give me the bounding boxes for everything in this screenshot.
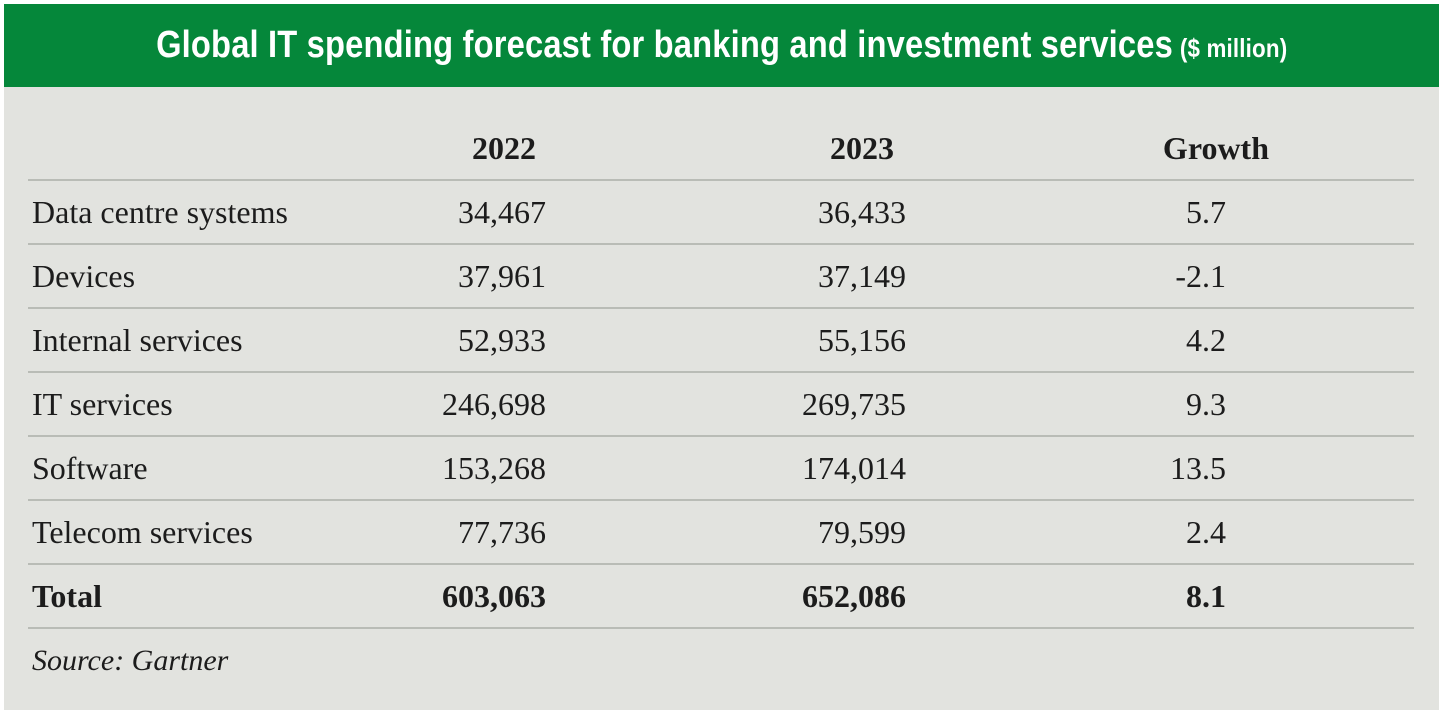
table-row: Telecom services 77,736 79,599 2.4 [28,501,1414,565]
value-2022: 77,736 [458,514,546,550]
value-growth: 5.7 [1186,194,1226,230]
value-2022: 153,268 [442,450,546,486]
total-2022: 603,063 [442,578,546,614]
value-growth: 2.4 [1186,514,1226,550]
infographic-card: Global IT spending forecast for banking … [4,4,1439,710]
row-label: Software [32,450,148,486]
table-row: Software 153,268 174,014 13.5 [28,437,1414,501]
total-2023: 652,086 [802,578,906,614]
value-2022: 37,961 [458,258,546,294]
row-label: Data centre systems [32,194,288,230]
spending-table: 2022 2023 Growth Data centre systems 34,… [28,117,1414,629]
value-2023: 37,149 [818,258,906,294]
total-growth: 8.1 [1186,578,1226,614]
source-note: Source: Gartner [32,644,229,677]
table-row: Internal services 52,933 55,156 4.2 [28,309,1414,373]
value-2023: 55,156 [818,322,906,358]
column-header-2023: 2023 [830,130,894,166]
title-banner: Global IT spending forecast for banking … [4,4,1439,87]
title-unit: ($ million) [1179,33,1288,63]
title: Global IT spending forecast for banking … [156,24,1287,67]
table-row: Devices 37,961 37,149 -2.1 [28,245,1414,309]
row-label: Internal services [32,322,243,358]
value-growth: -2.1 [1175,258,1226,294]
value-growth: 4.2 [1186,322,1226,358]
table-header-row: 2022 2023 Growth [28,117,1414,181]
column-header-2022: 2022 [472,130,536,166]
column-header-growth: Growth [1162,130,1269,166]
value-growth: 9.3 [1186,386,1226,422]
value-2022: 34,467 [458,194,546,230]
value-growth: 13.5 [1170,450,1226,486]
value-2023: 174,014 [802,450,906,486]
table-row: Data centre systems 34,467 36,433 5.7 [28,181,1414,245]
value-2023: 79,599 [818,514,906,550]
row-label: IT services [32,386,173,422]
value-2023: 269,735 [802,386,906,422]
value-2022: 246,698 [442,386,546,422]
title-text: Global IT spending forecast for banking … [155,24,1173,66]
table-row: IT services 246,698 269,735 9.3 [28,373,1414,437]
value-2023: 36,433 [818,194,906,230]
total-label: Total [32,578,102,614]
row-label: Telecom services [32,514,253,550]
total-row: Total 603,063 652,086 8.1 [28,565,1414,629]
row-label: Devices [32,258,136,294]
value-2022: 52,933 [458,322,546,358]
